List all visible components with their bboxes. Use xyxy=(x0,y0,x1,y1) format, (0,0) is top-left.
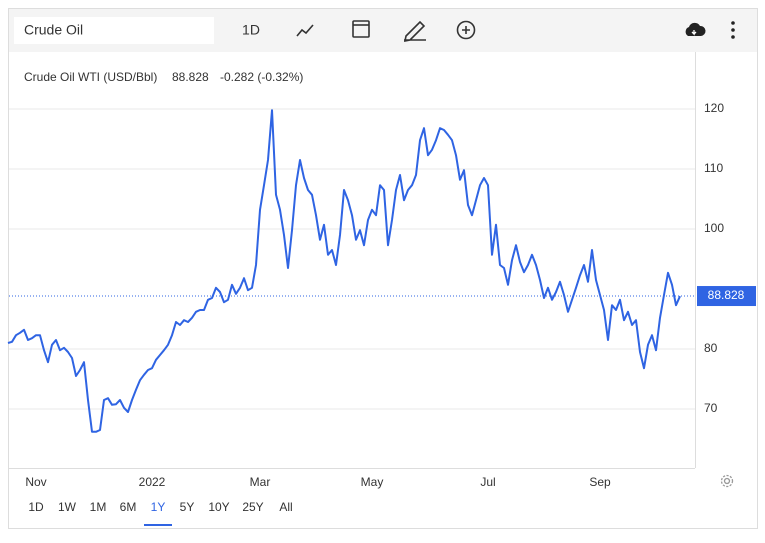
interval-button[interactable]: 1D xyxy=(242,22,260,38)
chart-type-icon[interactable] xyxy=(296,24,314,37)
toolbar-icons xyxy=(296,20,476,43)
add-icon-plus xyxy=(462,26,470,34)
range-button[interactable]: All xyxy=(279,500,292,514)
y-tick-label: 80 xyxy=(704,341,718,355)
draw-icon[interactable] xyxy=(403,20,426,43)
change: -0.282 (-0.32%) xyxy=(220,70,303,84)
x-tick-label: 2022 xyxy=(139,475,166,489)
x-tick-label: Sep xyxy=(589,475,611,489)
x-tick-label: Nov xyxy=(25,475,46,489)
range-button[interactable]: 6M xyxy=(120,500,137,514)
range-button[interactable]: 10Y xyxy=(208,500,229,514)
menu-icon[interactable] xyxy=(731,21,735,39)
x-tick-label: Mar xyxy=(250,475,271,489)
last-value-tag xyxy=(697,286,756,307)
range-button[interactable]: 25Y xyxy=(242,500,263,514)
range-button[interactable]: 1D xyxy=(28,500,44,514)
settings-icon[interactable] xyxy=(720,474,734,488)
add-icon[interactable] xyxy=(456,20,476,40)
search-box[interactable] xyxy=(14,17,214,44)
frame xyxy=(8,8,758,529)
range-button[interactable]: 1M xyxy=(90,500,107,514)
chart-title: Crude Oil WTI (USD/Bbl) xyxy=(24,70,157,84)
search-text[interactable]: Crude Oil xyxy=(24,22,83,38)
x-tick-label: May xyxy=(361,475,384,489)
range-button[interactable]: 5Y xyxy=(180,500,195,514)
download-icon[interactable] xyxy=(685,22,706,36)
range-selected-underline xyxy=(144,524,172,526)
y-tick-label: 70 xyxy=(704,401,718,415)
price-line xyxy=(7,109,681,433)
last-value: 88.828 xyxy=(172,70,209,84)
download-arrow xyxy=(691,30,697,36)
y-tick-label: 110 xyxy=(704,161,723,175)
range-button[interactable]: 1W xyxy=(58,500,77,514)
y-tick-label: 120 xyxy=(704,101,724,115)
x-tick-label: Jul xyxy=(480,475,495,489)
y-tick-label: 100 xyxy=(704,221,724,235)
range-button[interactable]: 1Y xyxy=(151,500,166,514)
last-value-label: 88.828 xyxy=(708,288,745,302)
calendar-icon[interactable] xyxy=(352,20,370,38)
